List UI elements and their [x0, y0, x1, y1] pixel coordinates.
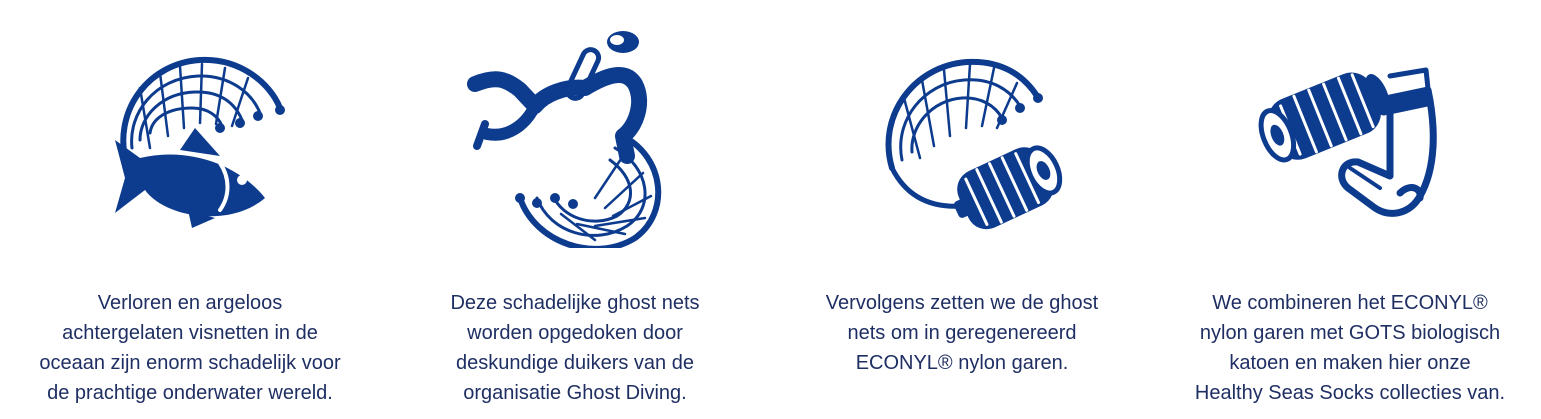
- step-1: Verloren en argeloos achtergelaten visne…: [0, 0, 380, 419]
- net-yarn-spool-icon: [852, 28, 1072, 248]
- step-2: Deze schadelijke ghost nets worden opged…: [385, 0, 765, 419]
- step-4: We combineren het ECONYL® nylon garen me…: [1160, 0, 1540, 419]
- step-3-caption: Vervolgens zetten we de ghost nets om in…: [825, 292, 1099, 374]
- wave-fish-icon: [80, 28, 300, 248]
- step-1-caption: Verloren en argeloos achtergelaten visne…: [39, 292, 341, 404]
- step-4-caption: We combineren het ECONYL® nylon garen me…: [1194, 292, 1506, 404]
- diver-net-icon: [465, 28, 685, 248]
- step-2-caption: Deze schadelijke ghost nets worden opged…: [450, 292, 700, 404]
- yarn-sock-icon: [1240, 28, 1460, 248]
- step-3: Vervolgens zetten we de ghost nets om in…: [772, 0, 1152, 419]
